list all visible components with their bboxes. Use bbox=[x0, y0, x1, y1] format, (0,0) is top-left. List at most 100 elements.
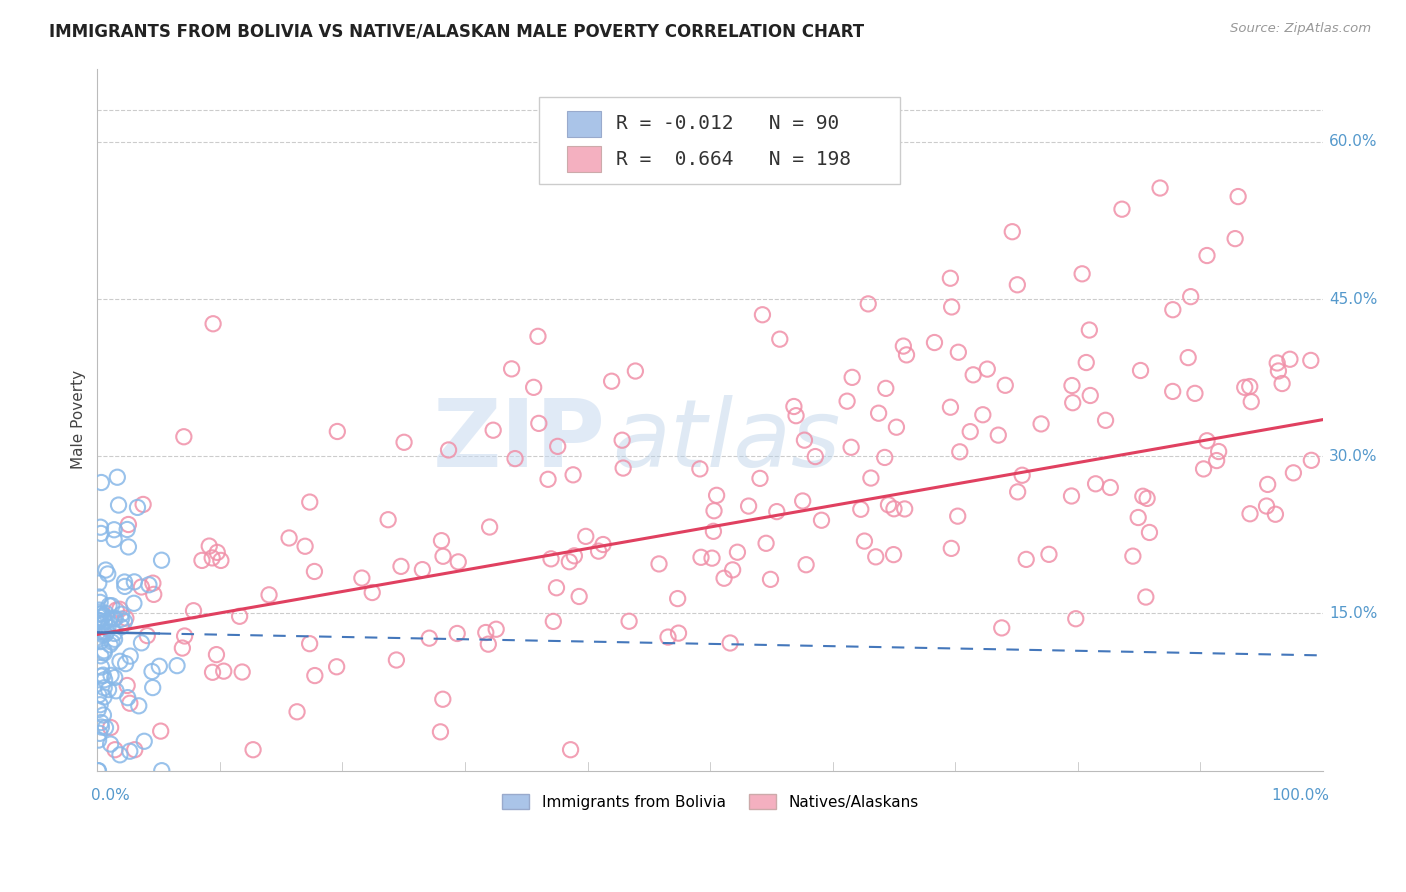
Point bbox=[810, 513, 832, 527]
Point bbox=[769, 332, 792, 346]
Point bbox=[103, 523, 125, 537]
Point bbox=[1029, 417, 1052, 431]
Point bbox=[562, 467, 585, 482]
Point bbox=[97, 620, 120, 634]
Point bbox=[149, 724, 172, 739]
Point bbox=[543, 615, 565, 629]
Point bbox=[883, 548, 905, 562]
Point bbox=[948, 345, 970, 359]
Point bbox=[962, 368, 984, 382]
Point bbox=[1111, 202, 1133, 217]
Point bbox=[90, 475, 112, 490]
Point bbox=[411, 563, 433, 577]
Point bbox=[575, 529, 598, 543]
Point bbox=[924, 335, 946, 350]
Point bbox=[114, 657, 136, 671]
Point bbox=[755, 536, 778, 550]
Point bbox=[793, 433, 815, 447]
Point bbox=[202, 317, 225, 331]
Point bbox=[893, 502, 915, 516]
Point bbox=[131, 636, 153, 650]
Point bbox=[93, 681, 115, 695]
Point bbox=[87, 613, 110, 627]
Point bbox=[183, 604, 205, 618]
Point bbox=[501, 362, 523, 376]
Point bbox=[959, 425, 981, 439]
Point bbox=[118, 744, 141, 758]
Point bbox=[1271, 376, 1294, 391]
Point bbox=[100, 737, 122, 751]
Point bbox=[886, 420, 908, 434]
Point bbox=[865, 549, 887, 564]
Point bbox=[1007, 277, 1029, 292]
Point bbox=[89, 520, 111, 534]
Point bbox=[600, 374, 623, 388]
Point bbox=[690, 550, 713, 565]
Point bbox=[946, 509, 969, 524]
Point bbox=[1078, 388, 1101, 402]
Point bbox=[93, 625, 115, 640]
Point bbox=[108, 747, 131, 762]
FancyBboxPatch shape bbox=[567, 111, 602, 137]
Point bbox=[94, 563, 117, 577]
FancyBboxPatch shape bbox=[538, 96, 900, 185]
Point bbox=[839, 440, 862, 454]
Point bbox=[1094, 413, 1116, 427]
Point bbox=[117, 517, 139, 532]
Point bbox=[1265, 356, 1288, 370]
Point bbox=[138, 578, 160, 592]
Point bbox=[527, 329, 550, 343]
Point bbox=[1184, 386, 1206, 401]
Point bbox=[257, 588, 280, 602]
Point bbox=[134, 734, 156, 748]
Point bbox=[972, 408, 994, 422]
Point bbox=[96, 625, 118, 640]
Point bbox=[546, 581, 568, 595]
Point bbox=[875, 381, 897, 395]
Point bbox=[737, 499, 759, 513]
Point bbox=[304, 565, 326, 579]
Point bbox=[94, 627, 117, 641]
Point bbox=[350, 571, 373, 585]
Text: 15.0%: 15.0% bbox=[1329, 606, 1378, 621]
Point bbox=[1132, 489, 1154, 503]
Point bbox=[93, 608, 115, 623]
Point bbox=[804, 450, 827, 464]
Point bbox=[93, 615, 115, 629]
Point bbox=[166, 658, 188, 673]
Point bbox=[377, 513, 399, 527]
Point bbox=[689, 462, 711, 476]
Point bbox=[93, 615, 115, 630]
Point bbox=[1064, 612, 1087, 626]
Point bbox=[794, 558, 817, 572]
Point bbox=[103, 632, 125, 647]
Point bbox=[503, 451, 526, 466]
Point bbox=[1239, 507, 1261, 521]
Point bbox=[706, 488, 728, 502]
Point bbox=[868, 406, 890, 420]
Point bbox=[568, 590, 591, 604]
Point bbox=[482, 423, 505, 437]
Point bbox=[98, 638, 121, 652]
Text: 0.0%: 0.0% bbox=[91, 789, 129, 803]
Point bbox=[1223, 232, 1246, 246]
Point bbox=[98, 599, 121, 613]
Point bbox=[103, 611, 125, 625]
Point bbox=[172, 641, 194, 656]
Point bbox=[1180, 290, 1202, 304]
Point bbox=[477, 637, 499, 651]
Point bbox=[1227, 189, 1250, 203]
Point bbox=[89, 634, 111, 648]
Point bbox=[418, 631, 440, 645]
Point bbox=[588, 544, 610, 558]
Point bbox=[792, 494, 814, 508]
Point bbox=[228, 609, 250, 624]
Point bbox=[298, 637, 321, 651]
Point bbox=[1071, 267, 1094, 281]
Point bbox=[891, 339, 914, 353]
Point bbox=[666, 591, 689, 606]
Point bbox=[1099, 481, 1122, 495]
Point bbox=[304, 668, 326, 682]
Point bbox=[110, 612, 132, 626]
Point bbox=[392, 435, 415, 450]
